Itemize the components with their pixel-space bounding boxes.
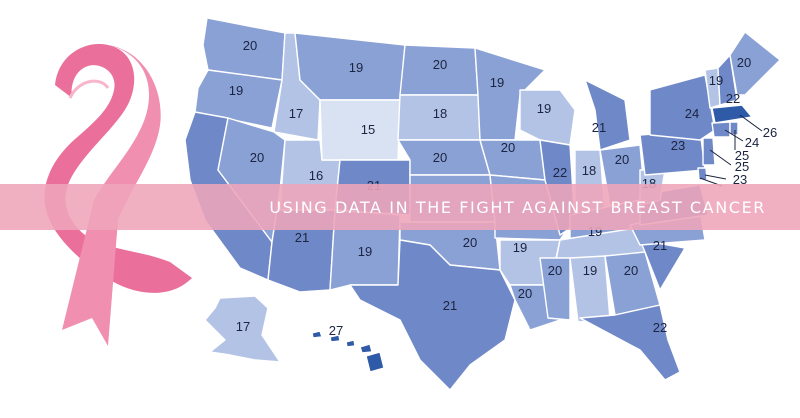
label-AK: 17: [236, 319, 250, 334]
state-FL: [579, 304, 681, 381]
label-MS: 20: [548, 263, 562, 278]
label-RI: 25: [735, 148, 749, 163]
state-CT: [711, 121, 731, 138]
state-HI: [311, 330, 385, 373]
label-ID: 17: [289, 106, 303, 121]
label-FL: 22: [653, 320, 667, 335]
label-NH: 22: [726, 91, 740, 106]
label-MN: 19: [490, 75, 504, 90]
state-AK: [204, 295, 281, 363]
label-AL: 19: [583, 263, 597, 278]
state-NJ: [702, 137, 716, 166]
state-MI: [584, 79, 631, 151]
label-NM: 19: [358, 244, 372, 259]
label-NE: 20: [433, 150, 447, 165]
label-NV: 20: [250, 150, 264, 165]
state-SC: [639, 239, 686, 291]
label-OH: 20: [615, 152, 629, 167]
label-IA: 20: [501, 140, 515, 155]
label-AZ: 21: [295, 230, 309, 245]
northeast-leader-lines: [699, 114, 763, 187]
label-SD: 18: [433, 106, 447, 121]
label-ND: 20: [433, 57, 447, 72]
label-IN: 18: [582, 163, 596, 178]
label-PA: 23: [671, 138, 685, 153]
state-NH: [717, 54, 738, 106]
label-LA: 20: [518, 286, 532, 301]
label-CT: 24: [745, 135, 759, 150]
state-MA: [711, 104, 753, 124]
label-IL: 22: [553, 165, 567, 180]
state-RI: [729, 121, 739, 136]
label-ME: 20: [737, 55, 751, 70]
label-MA: 26: [763, 125, 777, 140]
label-MT: 19: [349, 60, 363, 75]
label-AR: 19: [513, 240, 527, 255]
label-VT: 19: [709, 73, 723, 88]
state-WI: [519, 89, 576, 146]
label-DE: 23: [733, 172, 747, 187]
state-ME: [729, 31, 781, 96]
label-NY: 24: [685, 106, 699, 121]
state-DE: [697, 167, 708, 181]
label-GA: 20: [624, 263, 638, 278]
state-MS: [539, 257, 571, 321]
label-OR: 19: [229, 83, 243, 98]
label-WA: 20: [243, 38, 257, 53]
state-TX: [349, 239, 516, 391]
label-HI: 27: [329, 323, 343, 338]
label-UT: 16: [309, 168, 323, 183]
banner-title: USING DATA IN THE FIGHT AGAINST BREAST C…: [269, 197, 766, 217]
title-banner: USING DATA IN THE FIGHT AGAINST BREAST C…: [0, 184, 800, 230]
label-WY: 15: [361, 122, 375, 137]
label-MI: 21: [592, 120, 606, 135]
label-OK: 20: [463, 235, 477, 250]
label-TX: 21: [443, 298, 457, 313]
label-SC: 21: [653, 238, 667, 253]
label-WI: 19: [537, 101, 551, 116]
label-NJ: 25: [735, 159, 749, 174]
state-NY: [649, 74, 716, 141]
